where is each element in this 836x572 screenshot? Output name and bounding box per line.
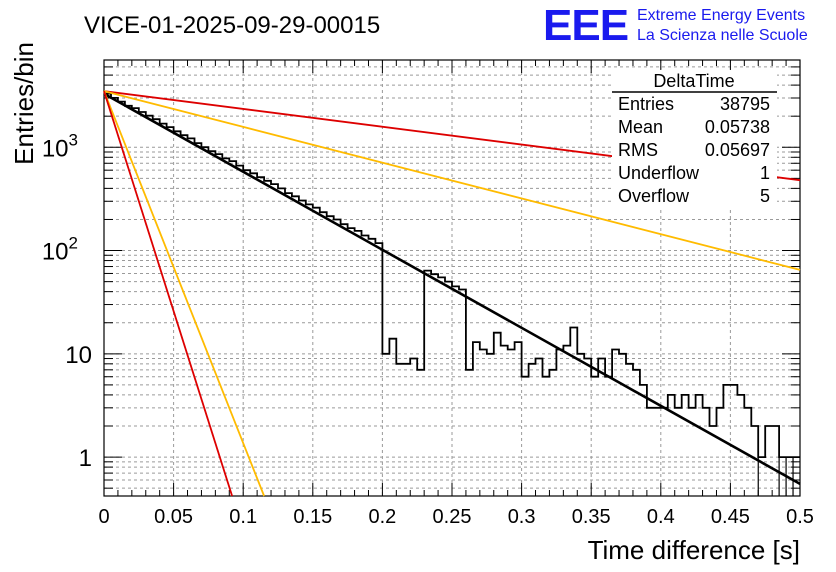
y-tick-label: 102: [42, 234, 78, 266]
stats-box-title: DeltaTime: [653, 71, 734, 91]
series-line-lower-slow: [103, 90, 801, 271]
x-axis-label: Time difference [s]: [588, 535, 800, 565]
stats-label: Mean: [618, 117, 663, 137]
fit-lines: [103, 90, 801, 497]
stats-box: DeltaTime Entries 38795 Mean 0.05738 RMS 0.05…: [612, 70, 777, 210]
stats-label: Overflow: [618, 186, 690, 206]
stats-value: 0.05738: [705, 117, 770, 137]
x-tick-label: 0.2: [368, 506, 396, 528]
eee-logo-line1: Extreme Energy Events: [637, 7, 805, 24]
x-tick-label: 0.15: [293, 506, 332, 528]
eee-logo-line2: La Scienza nelle Scuole: [637, 27, 808, 44]
series-line-upper-fast: [103, 90, 233, 497]
y-tick-label: 10: [65, 342, 92, 369]
x-tick-label: 0.25: [433, 506, 472, 528]
x-tick-label: 0.3: [508, 506, 536, 528]
x-tick-label: 0.05: [154, 506, 193, 528]
stats-value: 1: [760, 163, 770, 183]
axis-ticks: [103, 59, 801, 496]
stats-value: 0.05697: [705, 140, 770, 160]
chart-title: VICE-01-2025-09-29-00015: [84, 12, 380, 39]
series-line-fit: [103, 92, 801, 486]
x-tick-labels: 0 0.05 0.1 0.15 0.2 0.25 0.3 0.35 0.4 0.45 0.5: [98, 506, 813, 528]
y-axis-label: Entries/bin: [9, 42, 39, 165]
grid-lines: [104, 59, 800, 496]
stats-value: 5: [760, 186, 770, 206]
y-tick-label: 1: [79, 445, 92, 472]
stats-box-background: [612, 70, 777, 210]
stats-label: Underflow: [618, 163, 700, 183]
x-tick-label: 0.1: [229, 506, 257, 528]
histogram-outline: [104, 92, 800, 458]
x-tick-label: 0.35: [572, 506, 611, 528]
stats-value: 38795: [720, 94, 770, 114]
y-tick-labels: 1 10 102 103: [42, 130, 92, 472]
stats-label: Entries: [618, 94, 674, 114]
x-tick-label: 0.45: [711, 506, 750, 528]
series-line-lower-fast: [103, 90, 265, 497]
y-tick-label: 103: [42, 130, 78, 162]
stats-label: RMS: [618, 140, 658, 160]
eee-logo-letters: EEE: [543, 1, 628, 50]
x-tick-label: 0.5: [786, 506, 814, 528]
eee-logo: EEE Extreme Energy Events La Scienza nel…: [543, 1, 808, 50]
x-tick-label: 0: [98, 506, 109, 528]
x-tick-label: 0.4: [647, 506, 675, 528]
